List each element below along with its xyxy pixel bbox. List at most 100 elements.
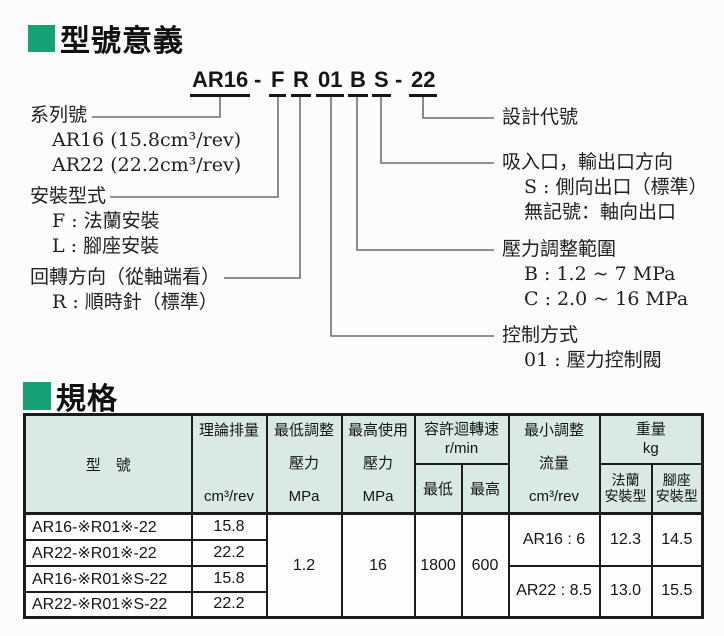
line-design-code xyxy=(422,96,494,119)
header-weight-foot-line1: 腳座 xyxy=(662,471,691,488)
annotation-design-code: 設計代號 xyxy=(502,105,578,130)
cell-model-2: AR22-※R01※-22 xyxy=(23,538,193,567)
annotation-rotation-item: R : 順時針（標準） xyxy=(52,291,218,313)
header-displacement-line1: 理論排量 xyxy=(198,421,259,439)
header-min-flow-line2: 流量 xyxy=(539,454,570,472)
table-row: AR16-※R01※-22 15.8 1.2 16 1800 600 AR16 … xyxy=(23,512,704,619)
header-min-adjust-line2: 壓力 xyxy=(288,454,319,472)
model-meaning-title-text: 型號意義 xyxy=(60,25,184,58)
header-max-use-unit: MPa xyxy=(362,488,394,505)
line-control xyxy=(330,96,494,337)
header-allowable-speed-line1: 容許迴轉速 xyxy=(424,420,500,438)
code-segment-series: AR16 xyxy=(190,68,251,97)
code-segment-port: S xyxy=(372,68,391,97)
annotation-control-method-item: 01 : 壓力控制閥 xyxy=(524,349,662,371)
annotation-port-direction: 吸入口，輸出口方向 S : 側向出口（標準） 無記號：軸向出口 xyxy=(502,150,708,225)
green-square-icon xyxy=(23,382,51,410)
annotation-series-item: AR16 (15.8cm³/rev) xyxy=(52,129,242,151)
cell-model-3: AR16-※R01※S-22 xyxy=(23,564,193,593)
annotation-mounting-item: F : 法蘭安裝 xyxy=(52,210,160,232)
annotation-control-method: 控制方式 01 : 壓力控制閥 xyxy=(502,323,662,373)
cell-speed-max: 600 xyxy=(460,512,510,619)
header-allowable-speed: 容許迴轉速 r/min xyxy=(413,413,510,465)
annotation-port-direction-label: 吸入口，輸出口方向 xyxy=(502,151,674,173)
code-segment-rotation: R xyxy=(291,68,311,97)
annotation-design-code-label: 設計代號 xyxy=(502,106,579,128)
cell-min-pressure: 1.2 xyxy=(265,512,343,619)
header-speed-min-text: 最低 xyxy=(422,481,453,498)
code-segment-dash1: - xyxy=(254,67,262,92)
spec-title-text: 規格 xyxy=(56,383,118,416)
header-displacement-unit: cm³/rev xyxy=(204,488,254,505)
header-speed-max-text: 最高 xyxy=(470,481,501,498)
header-weight-unit: kg xyxy=(642,439,659,457)
annotation-port-direction-item: S : 側向出口（標準） xyxy=(524,176,708,198)
header-max-use-line1: 最高使用 xyxy=(347,421,408,439)
code-segment-dash2: - xyxy=(395,67,403,92)
annotation-mounting-item: L : 腳座安裝 xyxy=(52,235,160,257)
table-row: AR22-※R01※-22 22.2 xyxy=(23,538,703,567)
header-weight-line1: 重量 xyxy=(635,420,666,438)
header-weight-foot: 腳座 安裝型 xyxy=(650,463,704,515)
header-min-adjust-pressure: 最低調整 壓力 MPa xyxy=(265,413,343,515)
model-meaning-title: 型號意義 xyxy=(28,16,184,60)
annotation-mounting: 安裝型式 F : 法蘭安裝 L : 腳座安裝 xyxy=(30,184,160,259)
line-port-direction xyxy=(380,96,494,164)
header-min-adjust-flow: 最小調整 流量 cm³/rev xyxy=(507,413,601,515)
annotation-rotation: 回轉方向（從軸端看） R : 順時針（標準） xyxy=(30,265,220,315)
annotation-series-label: 系列號 xyxy=(30,104,88,126)
code-segment-mounting: F xyxy=(269,68,287,97)
cell-displacement-3: 15.8 xyxy=(190,564,268,593)
annotation-pressure-range-label: 壓力調整範圍 xyxy=(502,238,617,260)
annotation-series-item: AR22 (22.2cm³/rev) xyxy=(52,154,242,176)
annotation-pressure-range-item: C : 2.0 ~ 16 MPa xyxy=(524,288,689,310)
header-model-text: 型 號 xyxy=(85,456,131,474)
line-pressure-range xyxy=(356,96,494,251)
spec-title: 規格 xyxy=(23,374,118,418)
header-min-adjust-unit: MPa xyxy=(288,488,320,505)
header-min-flow-unit: cm³/rev xyxy=(529,488,580,505)
annotation-mounting-label: 安裝型式 xyxy=(30,185,107,207)
header-weight-foot-line2: 安裝型 xyxy=(655,487,698,504)
model-meaning-section: 型號意義 AR16 - F R 01 B S - 22 系列號 AR16 (15… xyxy=(28,16,708,373)
header-max-use-pressure: 最高使用 壓力 MPa xyxy=(340,413,416,515)
cell-model-1: AR16-※R01※-22 xyxy=(23,512,193,541)
green-square-icon xyxy=(28,24,55,52)
header-max-use-line2: 壓力 xyxy=(362,454,393,472)
header-allowable-speed-unit: r/min xyxy=(444,439,479,457)
header-speed-max: 最高 xyxy=(460,463,510,515)
cell-weight-foot-bottom: 15.5 xyxy=(650,564,704,619)
header-weight-flange-line1: 法蘭 xyxy=(611,471,640,488)
annotation-series: 系列號 AR16 (15.8cm³/rev) AR22 (22.2cm³/rev… xyxy=(30,103,241,178)
cell-weight-flange-top: 12.3 xyxy=(598,512,653,567)
cell-speed-min: 1800 xyxy=(413,512,463,619)
annotation-rotation-label: 回轉方向（從軸端看） xyxy=(30,266,221,288)
header-weight-flange-line2: 安裝型 xyxy=(604,487,647,504)
code-segment-pressure: B xyxy=(348,68,368,97)
header-weight: 重量 kg xyxy=(598,413,704,465)
cell-displacement-1: 15.8 xyxy=(190,512,268,541)
cell-min-flow-ar16: AR16 : 6 xyxy=(507,512,601,567)
cell-displacement-4: 22.2 xyxy=(190,590,268,619)
cell-weight-foot-top: 14.5 xyxy=(650,512,704,567)
cell-displacement-2: 22.2 xyxy=(190,538,268,567)
cell-model-4: AR22-※R01※S-22 xyxy=(23,590,193,619)
annotation-port-direction-item: 無記號：軸向出口 xyxy=(524,201,677,223)
table-row: AR22-※R01※S-22 22.2 xyxy=(23,590,703,619)
code-segment-design: 22 xyxy=(409,68,438,97)
header-min-flow-line1: 最小調整 xyxy=(524,421,585,439)
annotation-control-method-label: 控制方式 xyxy=(502,324,579,346)
header-displacement: 理論排量 cm³/rev xyxy=(190,413,268,515)
header-model: 型 號 xyxy=(23,413,193,515)
table-row: AR16-※R01※S-22 15.8 AR22 : 8.5 13.0 15.5 xyxy=(23,564,704,619)
annotation-pressure-range: 壓力調整範圍 B : 1.2 ~ 7 MPa C : 2.0 ~ 16 MPa xyxy=(502,237,688,312)
annotation-pressure-range-item: B : 1.2 ~ 7 MPa xyxy=(524,263,676,285)
code-segment-control: 01 xyxy=(316,68,345,97)
cell-max-pressure: 16 xyxy=(340,512,416,619)
header-speed-min: 最低 xyxy=(413,463,463,515)
header-weight-flange: 法蘭 安裝型 xyxy=(598,463,653,515)
spec-table: 型 號 理論排量 cm³/rev 最低調整 壓力 MPa 最高使用 壓力 xyxy=(23,413,705,619)
cell-min-flow-ar22: AR22 : 8.5 xyxy=(507,564,601,619)
cell-weight-flange-bottom: 13.0 xyxy=(598,564,653,619)
